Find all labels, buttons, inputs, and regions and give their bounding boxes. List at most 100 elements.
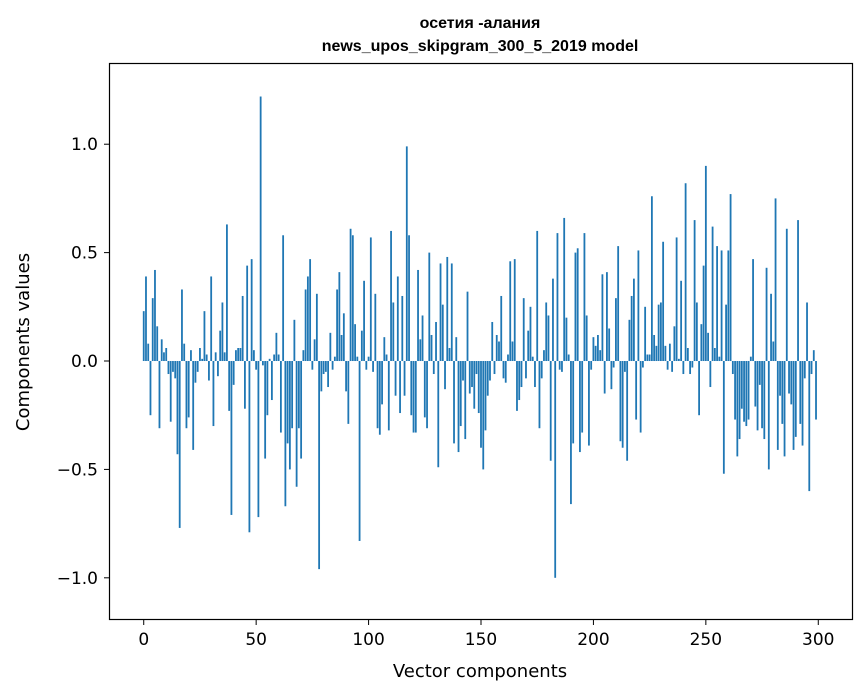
- bar: [698, 361, 700, 416]
- bar: [756, 361, 759, 431]
- bar: [160, 339, 163, 362]
- bar: [491, 321, 494, 362]
- bar: [552, 278, 554, 362]
- bar: [538, 361, 541, 429]
- bar: [500, 295, 503, 362]
- bar: [518, 361, 521, 401]
- bar: [286, 361, 289, 444]
- bar: [304, 289, 307, 362]
- bar: [156, 326, 159, 362]
- bar: [367, 356, 370, 362]
- bar: [311, 361, 314, 370]
- bar: [230, 361, 233, 515]
- bar: [154, 269, 156, 362]
- bar: [779, 361, 781, 396]
- bar: [244, 361, 246, 409]
- bar: [749, 356, 752, 362]
- bar: [279, 361, 282, 433]
- bar: [163, 352, 165, 362]
- bar: [253, 350, 255, 362]
- bar: [181, 289, 183, 362]
- bar: [262, 361, 264, 366]
- bar: [641, 361, 644, 368]
- bar: [624, 361, 626, 372]
- y-tick-label: 0.5: [71, 244, 98, 264]
- bar: [549, 361, 552, 461]
- bar: [707, 332, 709, 362]
- bar: [315, 293, 318, 362]
- bar: [324, 361, 327, 372]
- bar: [205, 354, 208, 362]
- bar: [621, 361, 624, 448]
- bar: [221, 302, 224, 362]
- bar: [392, 302, 395, 362]
- bar: [657, 304, 660, 362]
- bar: [788, 361, 790, 394]
- bar: [172, 361, 174, 372]
- bar: [511, 341, 514, 362]
- bar: [203, 311, 206, 362]
- bar: [383, 337, 386, 362]
- bar: [576, 248, 579, 362]
- bar: [399, 361, 401, 414]
- bar: [493, 361, 496, 375]
- y-tick-label: −1.0: [57, 569, 98, 589]
- bar: [185, 361, 188, 429]
- bar: [446, 256, 449, 362]
- bar: [414, 361, 417, 433]
- bar: [693, 220, 696, 362]
- bar: [772, 341, 775, 362]
- bar: [149, 361, 152, 416]
- bar: [257, 361, 260, 518]
- bar: [662, 241, 665, 362]
- bar: [199, 348, 201, 362]
- y-tick-label: 0.0: [71, 352, 98, 372]
- bar: [610, 361, 613, 390]
- bar: [603, 361, 606, 394]
- x-tick-label: 50: [245, 630, 267, 650]
- bar: [725, 304, 727, 362]
- bar: [187, 361, 190, 418]
- bar: [376, 361, 379, 429]
- bar: [410, 361, 413, 416]
- bar: [590, 361, 593, 370]
- bar: [417, 269, 419, 362]
- bar: [268, 358, 271, 362]
- bar: [266, 361, 269, 416]
- bar: [145, 276, 147, 362]
- x-tick-label: 0: [138, 630, 149, 650]
- bar: [776, 361, 779, 450]
- bar: [169, 361, 172, 422]
- bar: [648, 354, 651, 362]
- bar: [509, 261, 512, 362]
- y-tick-label: 1.0: [71, 135, 98, 155]
- bar: [677, 358, 680, 362]
- bar: [709, 361, 712, 388]
- bar: [480, 361, 482, 448]
- x-tick-label: 100: [352, 630, 384, 650]
- bar: [720, 250, 723, 362]
- bar: [799, 361, 802, 424]
- bar: [450, 263, 453, 362]
- bar: [363, 280, 365, 362]
- bar: [345, 361, 347, 392]
- bar: [489, 361, 491, 381]
- bar: [547, 315, 550, 362]
- bar: [192, 361, 195, 450]
- bar: [374, 293, 377, 362]
- bar: [691, 361, 694, 368]
- bar: [381, 361, 383, 405]
- y-axis-ticks: −1.0 −0.5 0.0 0.5 1.0: [57, 135, 110, 589]
- bar: [165, 348, 168, 362]
- bar: [630, 295, 633, 362]
- bar: [408, 235, 410, 362]
- bar: [671, 361, 674, 372]
- bar: [655, 345, 658, 362]
- bar: [752, 259, 754, 362]
- bar: [477, 361, 480, 414]
- bar: [527, 330, 530, 362]
- bar: [525, 361, 527, 379]
- bar: [351, 235, 354, 362]
- bar: [423, 361, 426, 418]
- bar: [745, 361, 748, 427]
